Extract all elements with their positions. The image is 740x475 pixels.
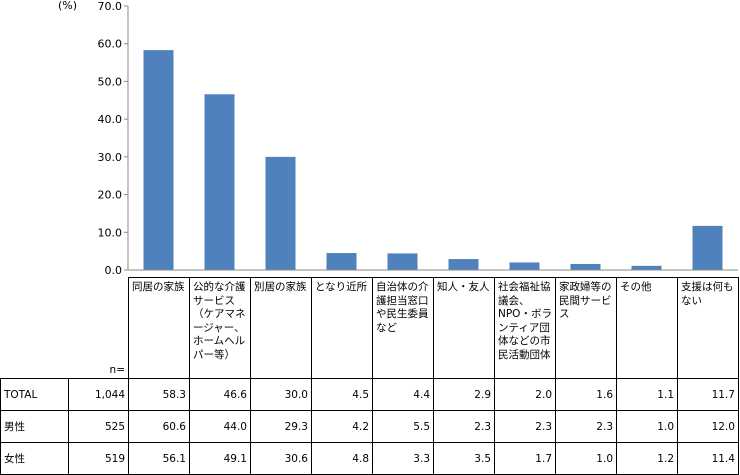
y-tick-label: 50.0: [98, 75, 123, 88]
table-cell: 4.8: [311, 442, 373, 475]
n-value: 525: [68, 410, 129, 443]
n-value: 519: [68, 442, 129, 475]
table-cell: 56.1: [128, 442, 190, 475]
table-cell: 1.2: [616, 442, 678, 475]
table-row: TOTAL 1,044 58.3 46.6 30.0 4.5 4.4 2.9 2.0 1.6 1.1…: [0, 378, 739, 411]
bar: [326, 253, 357, 270]
table-cell: 30.6: [250, 442, 312, 475]
category-header: 別居の家族: [250, 277, 312, 379]
bar: [265, 156, 296, 270]
header-row: n= 同居の家族 公的な介護サービス（ケアマネージャー、ホームヘルパー等） 別居…: [1, 277, 739, 379]
table-cell: 2.0: [494, 378, 556, 411]
table-cell: 12.0: [677, 410, 739, 443]
row-label: 男性: [0, 410, 69, 443]
y-tick-label: 20.0: [98, 189, 123, 202]
row-label: 女性: [0, 442, 69, 475]
table-cell: 11.7: [677, 378, 739, 411]
n-value: 1,044: [68, 378, 129, 411]
table-cell: 1.7: [494, 442, 556, 475]
category-header: その他: [616, 277, 678, 379]
data-table: n= 同居の家族 公的な介護サービス（ケアマネージャー、ホームヘルパー等） 別居…: [0, 277, 739, 475]
table-cell: 30.0: [250, 378, 312, 411]
blank-cell: [1, 278, 69, 379]
y-axis: 0.0 10.0 20.0 30.0 40.0 50.0 60.0 70.0: [98, 0, 128, 277]
table-cell: 11.4: [677, 442, 739, 475]
y-tick-label: 10.0: [98, 226, 123, 239]
table-row: 男性 525 60.6 44.0 29.3 4.2 5.5 2.3 2.3 2.3 1.0 12.0: [0, 410, 739, 443]
table-cell: 4.4: [372, 378, 434, 411]
table-cell: 1.1: [616, 378, 678, 411]
y-tick-label: 40.0: [98, 113, 123, 126]
category-header: となり近所: [311, 277, 373, 379]
category-header: 支援は何もない: [677, 277, 739, 379]
category-header: 公的な介護サービス（ケアマネージャー、ホームヘルパー等）: [189, 277, 251, 379]
table-cell: 3.5: [433, 442, 495, 475]
bar: [631, 265, 662, 270]
bar: [387, 253, 418, 270]
unit-label: (%): [58, 0, 77, 12]
table-cell: 2.3: [494, 410, 556, 443]
table-cell: 1.0: [616, 410, 678, 443]
table-cell: 2.3: [555, 410, 617, 443]
y-tick-label: 0.0: [105, 264, 123, 277]
table-cell: 2.9: [433, 378, 495, 411]
table-cell: 46.6: [189, 378, 251, 411]
table-cell: 58.3: [128, 378, 190, 411]
table-cell: 44.0: [189, 410, 251, 443]
table-cell: 1.6: [555, 378, 617, 411]
bar: [509, 262, 540, 270]
bar-chart: (%) 0.0 10.0 20.0 30.0 40.0 50.0 60.0 70.0: [58, 0, 738, 277]
y-tick-label: 60.0: [98, 38, 123, 51]
table-cell: 60.6: [128, 410, 190, 443]
bar: [692, 225, 723, 270]
bar: [143, 50, 174, 270]
table-cell: 2.3: [433, 410, 495, 443]
category-header: 同居の家族: [128, 277, 190, 379]
table-cell: 49.1: [189, 442, 251, 475]
y-tick-label: 30.0: [98, 151, 123, 164]
category-header: 自治体の介護担当窓口や民生委員など: [372, 277, 434, 379]
category-header: 知人・友人: [433, 277, 495, 379]
bar: [204, 94, 235, 270]
y-tick-label: 70.0: [98, 0, 123, 13]
n-label: n=: [68, 277, 129, 379]
table-cell: 4.5: [311, 378, 373, 411]
bar: [448, 259, 479, 270]
bar: [570, 263, 601, 270]
table-cell: 4.2: [311, 410, 373, 443]
table-cell: 5.5: [372, 410, 434, 443]
category-header: 家政婦等の民間サービス: [555, 277, 617, 379]
bars: [143, 50, 723, 270]
table-cell: 3.3: [372, 442, 434, 475]
row-label: TOTAL: [0, 378, 69, 411]
table-cell: 29.3: [250, 410, 312, 443]
table-body: TOTAL 1,044 58.3 46.6 30.0 4.5 4.4 2.9 2.0 1.6 1.1…: [0, 378, 739, 475]
category-header: 社会福祉協議会、NPO・ボランティア団体などの市民活動団体: [494, 277, 556, 379]
table-row: 女性 519 56.1 49.1 30.6 4.8 3.3 3.5 1.7 1.0 1.2 11.4: [0, 442, 739, 475]
table-cell: 1.0: [555, 442, 617, 475]
